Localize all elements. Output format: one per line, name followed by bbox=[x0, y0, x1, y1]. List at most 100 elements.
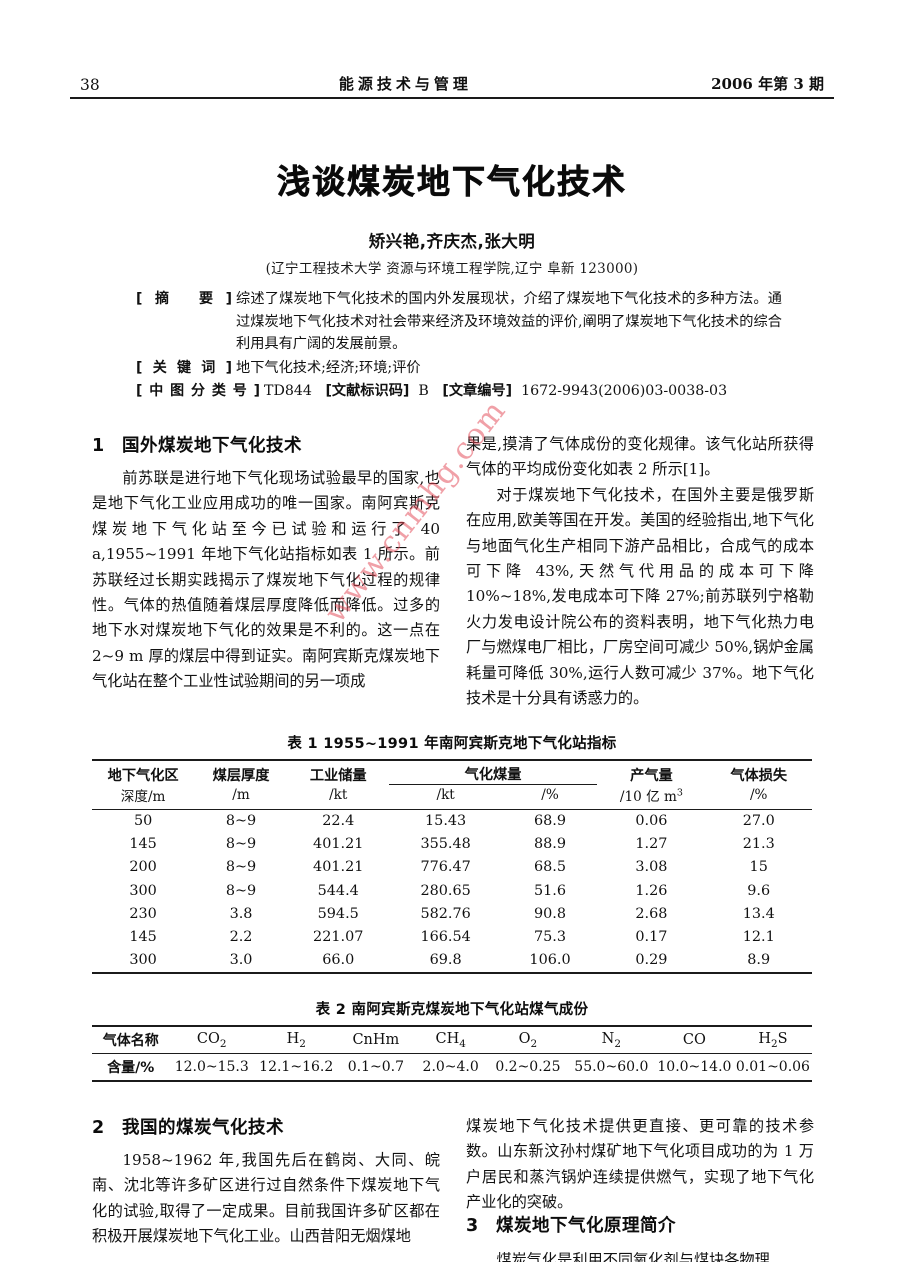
table-cell: 68.9 bbox=[502, 808, 598, 833]
table-2-gas-header: H2 bbox=[253, 1025, 339, 1054]
table-cell: 8~9 bbox=[225, 836, 257, 853]
paragraph: 对于煤炭地下气化技术，在国外主要是俄罗斯在应用,欧美等国在开发。美国的经验指出,… bbox=[466, 485, 814, 708]
th-gasified-coal-group: 气化煤量 bbox=[388, 759, 598, 785]
table-cell: 68.5 bbox=[534, 859, 567, 876]
table-cell: 8~9 bbox=[225, 882, 257, 899]
page-number: 38 bbox=[80, 76, 100, 94]
th-gas-output: 产气量 bbox=[597, 759, 706, 785]
table-row: 230 3.8 594.5 582.76 90.8 2.68 13.4 bbox=[92, 902, 812, 925]
table-2-caption: 表 2 南阿宾斯克煤炭地下气化站煤气成份 bbox=[315, 1002, 589, 1018]
table-cell: 13.4 bbox=[742, 905, 775, 922]
table-1-caption: 表 1 1955~1991 年南阿宾斯克地下气化站指标 bbox=[287, 736, 617, 752]
table-1-header-row: 地下气化区 煤层厚度 工业储量 气化煤量 产气量 气体损失 bbox=[92, 759, 812, 785]
table-cell: 3.8 bbox=[229, 905, 253, 922]
table-cell: 230 bbox=[129, 905, 157, 922]
table-cell: 166.54 bbox=[420, 929, 471, 946]
paragraph: 煤炭气化是利用不同氧化剂与煤块各物理 bbox=[496, 1251, 770, 1262]
table-1-body: 50 8~9 22.4 15.43 68.9 0.06 27.0 145 8~9 401.21 35… bbox=[92, 808, 812, 974]
table-cell: 200 bbox=[129, 859, 157, 876]
section-2-body-left: 1958~1962 年,我国先后在鹤岗、大同、皖南、沈北等许多矿区进行过自然条件… bbox=[92, 1148, 440, 1250]
section-title-2: 我国的煤炭气化技术 bbox=[122, 1118, 284, 1138]
table-cell: 280.65 bbox=[420, 882, 471, 899]
abstract-block: [摘 要] 综述了煤炭地下气化技术的国内外发展现状，介绍了煤炭地下气化技术的多种… bbox=[136, 288, 782, 403]
header-divider bbox=[70, 97, 834, 99]
th-seam-thickness: 煤层厚度 bbox=[194, 759, 288, 785]
table-cell: 145 bbox=[129, 929, 157, 946]
table-1-unit-row: 深度/m /m /kt /kt /% /10 亿 m3 /% bbox=[92, 785, 812, 810]
article-id-value: 1672-9943(2006)03-0038-03 bbox=[521, 383, 728, 399]
table-cell: 300 bbox=[92, 948, 195, 974]
table-cell: 55.0~60.0 bbox=[567, 1053, 655, 1082]
keywords-text: 地下气化技术;经济;环境;评价 bbox=[236, 359, 421, 376]
abstract-text: 综述了煤炭地下气化技术的国内外发展现状，介绍了煤炭地下气化技术的多种方法。通过煤… bbox=[236, 291, 782, 352]
table-cell: 88.9 bbox=[534, 836, 567, 853]
table-cell: 2.68 bbox=[635, 905, 668, 922]
th-gas-loss: 气体损失 bbox=[705, 759, 812, 785]
table-cell: 355.48 bbox=[420, 836, 471, 853]
table-cell: 3.08 bbox=[635, 859, 668, 876]
abstract-row: [摘 要] 综述了煤炭地下气化技术的国内外发展现状，介绍了煤炭地下气化技术的多种… bbox=[136, 288, 782, 356]
table-row: 含量/% 12.0~15.3 12.1~16.2 0.1~0.7 2.0~4.0 0.2~… bbox=[92, 1053, 812, 1082]
table-cell: 8~9 bbox=[194, 808, 288, 833]
section-1-body-left: 前苏联是进行地下气化现场试验最早的国家,也是地下气化工业应用成功的唯一国家。南阿… bbox=[92, 466, 440, 695]
table-1-grid: 地下气化区 煤层厚度 工业储量 气化煤量 产气量 气体损失 深度/m /m /k… bbox=[92, 759, 812, 974]
table-cell: 401.21 bbox=[313, 859, 364, 876]
section-number-2: 2 bbox=[92, 1118, 105, 1138]
th-unit-seam-thickness: /m bbox=[232, 786, 250, 803]
table-2-gas-header: H2S bbox=[733, 1025, 812, 1054]
keywords-row: [关键词] 地下气化技术;经济;环境;评价 bbox=[136, 357, 782, 380]
table-1-head: 地下气化区 煤层厚度 工业储量 气化煤量 产气量 气体损失 深度/m /m /k… bbox=[92, 759, 812, 810]
table-cell: 8~9 bbox=[225, 859, 257, 876]
table-row: 200 8~9 401.21 776.47 68.5 3.08 15 bbox=[92, 856, 812, 879]
table-row: 300 3.0 66.0 69.8 106.0 0.29 8.9 bbox=[92, 948, 812, 974]
table-cell: 2.2 bbox=[229, 929, 253, 946]
table-cell: 15.43 bbox=[388, 808, 503, 833]
table-2-gas-header: CH4 bbox=[413, 1025, 489, 1054]
table-2: 表 2 南阿宾斯克煤炭地下气化站煤气成份 气体名称 CO2 H2 CnHm CH4 O2 N… bbox=[92, 998, 812, 1082]
table-cell: 1.26 bbox=[635, 882, 668, 899]
table-cell: 582.76 bbox=[420, 905, 471, 922]
section-1-body-right: 果是,摸清了气体成份的变化规律。该气化站所获得气体的平均成份变化如表 2 所示[… bbox=[466, 432, 814, 711]
table-2-header-row: 气体名称 CO2 H2 CnHm CH4 O2 N2 CO H2S bbox=[92, 1025, 812, 1054]
affiliation: (辽宁工程技术大学 资源与环境工程学院,辽宁 阜新 123000) bbox=[265, 261, 639, 277]
table-cell: 0.17 bbox=[635, 929, 668, 946]
running-head: 38 能源技术与管理 2006 年第 3 期 bbox=[80, 68, 824, 94]
table-cell: 66.0 bbox=[287, 948, 389, 974]
article-id-label: [文章编号] bbox=[442, 383, 513, 399]
section-title-3: 煤炭地下气化原理简介 bbox=[496, 1216, 676, 1236]
section-number-3: 3 bbox=[466, 1216, 479, 1236]
table-cell: 0.01~0.06 bbox=[733, 1053, 812, 1082]
section-number-1: 1 bbox=[92, 436, 105, 456]
table-cell: 15 bbox=[749, 859, 768, 876]
th-unit-gas-output: /10 亿 m3 bbox=[619, 786, 683, 805]
doc-code-label: [文献标识码] bbox=[325, 383, 410, 399]
table-cell: 0.29 bbox=[597, 948, 706, 974]
table-2-grid: 气体名称 CO2 H2 CnHm CH4 O2 N2 CO H2S 含量/% 12.0~15.3 1… bbox=[92, 1025, 812, 1082]
table-cell: 0.2~0.25 bbox=[488, 1053, 568, 1082]
table-cell: 21.3 bbox=[742, 836, 775, 853]
paragraph: 1958~1962 年,我国先后在鹤岗、大同、皖南、沈北等许多矿区进行过自然条件… bbox=[92, 1151, 440, 1246]
doc-code-value: B bbox=[418, 383, 429, 399]
table-cell: 90.8 bbox=[534, 905, 567, 922]
clc-value: TD844 bbox=[264, 383, 312, 399]
th-unit-industrial-reserve: /kt bbox=[329, 786, 348, 803]
journal-name: 能源技术与管理 bbox=[338, 75, 472, 93]
table-2-body: 含量/% 12.0~15.3 12.1~16.2 0.1~0.7 2.0~4.0 0.2~… bbox=[92, 1053, 812, 1082]
table-cell: 8.9 bbox=[705, 948, 812, 974]
th-unit-gas-loss: /% bbox=[749, 786, 768, 803]
th-depth: 地下气化区 bbox=[92, 759, 195, 785]
table-cell: 0.1~0.7 bbox=[338, 1053, 414, 1082]
table-cell: 9.6 bbox=[747, 882, 771, 899]
th-unit-gasified-pct: /% bbox=[541, 786, 559, 803]
table-2-gas-header: N2 bbox=[567, 1025, 655, 1054]
table-cell: 221.07 bbox=[313, 929, 364, 946]
keywords-label: [关键词] bbox=[136, 359, 232, 376]
table-cell: 50 bbox=[92, 808, 195, 833]
table-2-gas-header: CnHm bbox=[338, 1025, 414, 1054]
table-cell: 51.6 bbox=[534, 882, 567, 899]
table-cell: 300 bbox=[129, 882, 157, 899]
paragraph: 煤炭地下气化技术提供更直接、更可靠的技术参数。山东新汶孙村煤矿地下气化项目成功的… bbox=[466, 1117, 814, 1212]
article-title: 浅谈煤炭地下气化技术 bbox=[277, 162, 627, 202]
author-list: 矫兴艳,齐庆杰,张大明 bbox=[368, 232, 536, 251]
paragraph: 果是,摸清了气体成份的变化规律。该气化站所获得气体的平均成份变化如表 2 所示[… bbox=[466, 435, 814, 479]
